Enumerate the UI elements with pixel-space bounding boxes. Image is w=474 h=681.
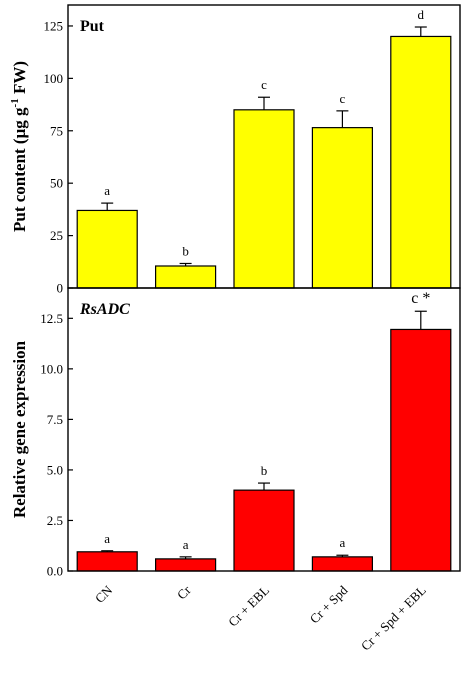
significance-label: b: [261, 463, 268, 478]
panel-put: a b c c d 0 25 50 75 100 125 Put Put content (µg g-1…: [9, 4, 461, 296]
bar-cr-spd: [311, 127, 373, 289]
bar-cn: [76, 209, 138, 289]
bar-cr-ebl: [233, 109, 295, 289]
significance-label: a: [183, 537, 189, 552]
plot-frame: [67, 287, 461, 572]
y-tick-label: 25: [50, 228, 63, 243]
bar-cn: [76, 551, 138, 572]
y-tick-label: 5.0: [47, 462, 63, 477]
panel-title: RsADC: [79, 301, 130, 318]
bar-cr-spd-ebl: [390, 35, 452, 289]
bar-cr: [155, 558, 217, 572]
y-tick-label: 100: [44, 71, 64, 86]
bar-cr-spd: [311, 556, 373, 572]
category-label: Cr + Spd + EBL: [358, 582, 429, 653]
category-label: Cr + Spd: [307, 582, 351, 626]
significance-label: a: [104, 183, 110, 198]
y-tick-label: 0.0: [47, 564, 63, 579]
bar-cr-ebl: [233, 489, 295, 572]
y-axis-title: Relative gene expression: [10, 340, 29, 518]
y-tick-label: 2.5: [47, 513, 63, 528]
significance-label: a: [104, 531, 110, 546]
y-axis-title-superscript: -1: [9, 98, 21, 107]
panel-title: Put: [80, 18, 105, 35]
category-label: CN: [92, 582, 116, 606]
y-tick-label: 10.0: [40, 361, 63, 376]
y-axis-title-part: FW): [10, 61, 29, 98]
y-tick-label: 125: [44, 18, 64, 33]
y-axis-title: Put content (µg g-1 FW): [9, 61, 29, 232]
significance-label: c: [261, 77, 267, 92]
category-label: Cr: [174, 582, 194, 602]
significance-label: c *: [411, 290, 430, 307]
y-tick-label: 7.5: [47, 412, 63, 427]
y-tick-label: 50: [50, 176, 63, 191]
panel-rsadc: a a b a c * 0.0 2.5 5.0 7.5 10.0 12.5 RsADC Relative…: [10, 287, 461, 654]
bar-cr-spd-ebl: [390, 328, 452, 572]
y-tick-label: 12.5: [40, 311, 63, 326]
y-axis-title-part: Put content (µg g: [10, 107, 29, 232]
y-tick-label: 75: [50, 123, 63, 138]
significance-label: c: [340, 91, 346, 106]
significance-label: a: [340, 535, 346, 550]
bar-cr: [155, 265, 217, 289]
category-label: Cr + EBL: [225, 582, 272, 629]
y-tick-label: 0: [57, 281, 64, 296]
significance-label: b: [182, 243, 189, 258]
significance-label: d: [418, 7, 425, 22]
